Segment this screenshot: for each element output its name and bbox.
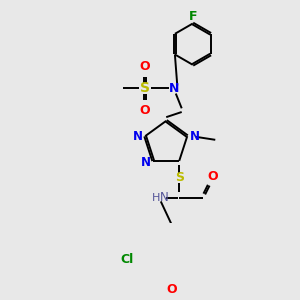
Text: O: O [140, 60, 150, 73]
Text: F: F [188, 10, 197, 22]
Text: O: O [140, 104, 150, 117]
Text: Cl: Cl [121, 253, 134, 266]
Text: N: N [169, 82, 179, 95]
Text: H: H [152, 193, 160, 203]
Text: N: N [160, 191, 169, 204]
Text: N: N [133, 130, 143, 142]
Text: N: N [141, 156, 151, 169]
Text: N: N [190, 130, 200, 142]
Text: S: S [175, 171, 184, 184]
Text: O: O [167, 283, 177, 296]
Text: O: O [207, 170, 218, 183]
Text: S: S [140, 81, 150, 95]
